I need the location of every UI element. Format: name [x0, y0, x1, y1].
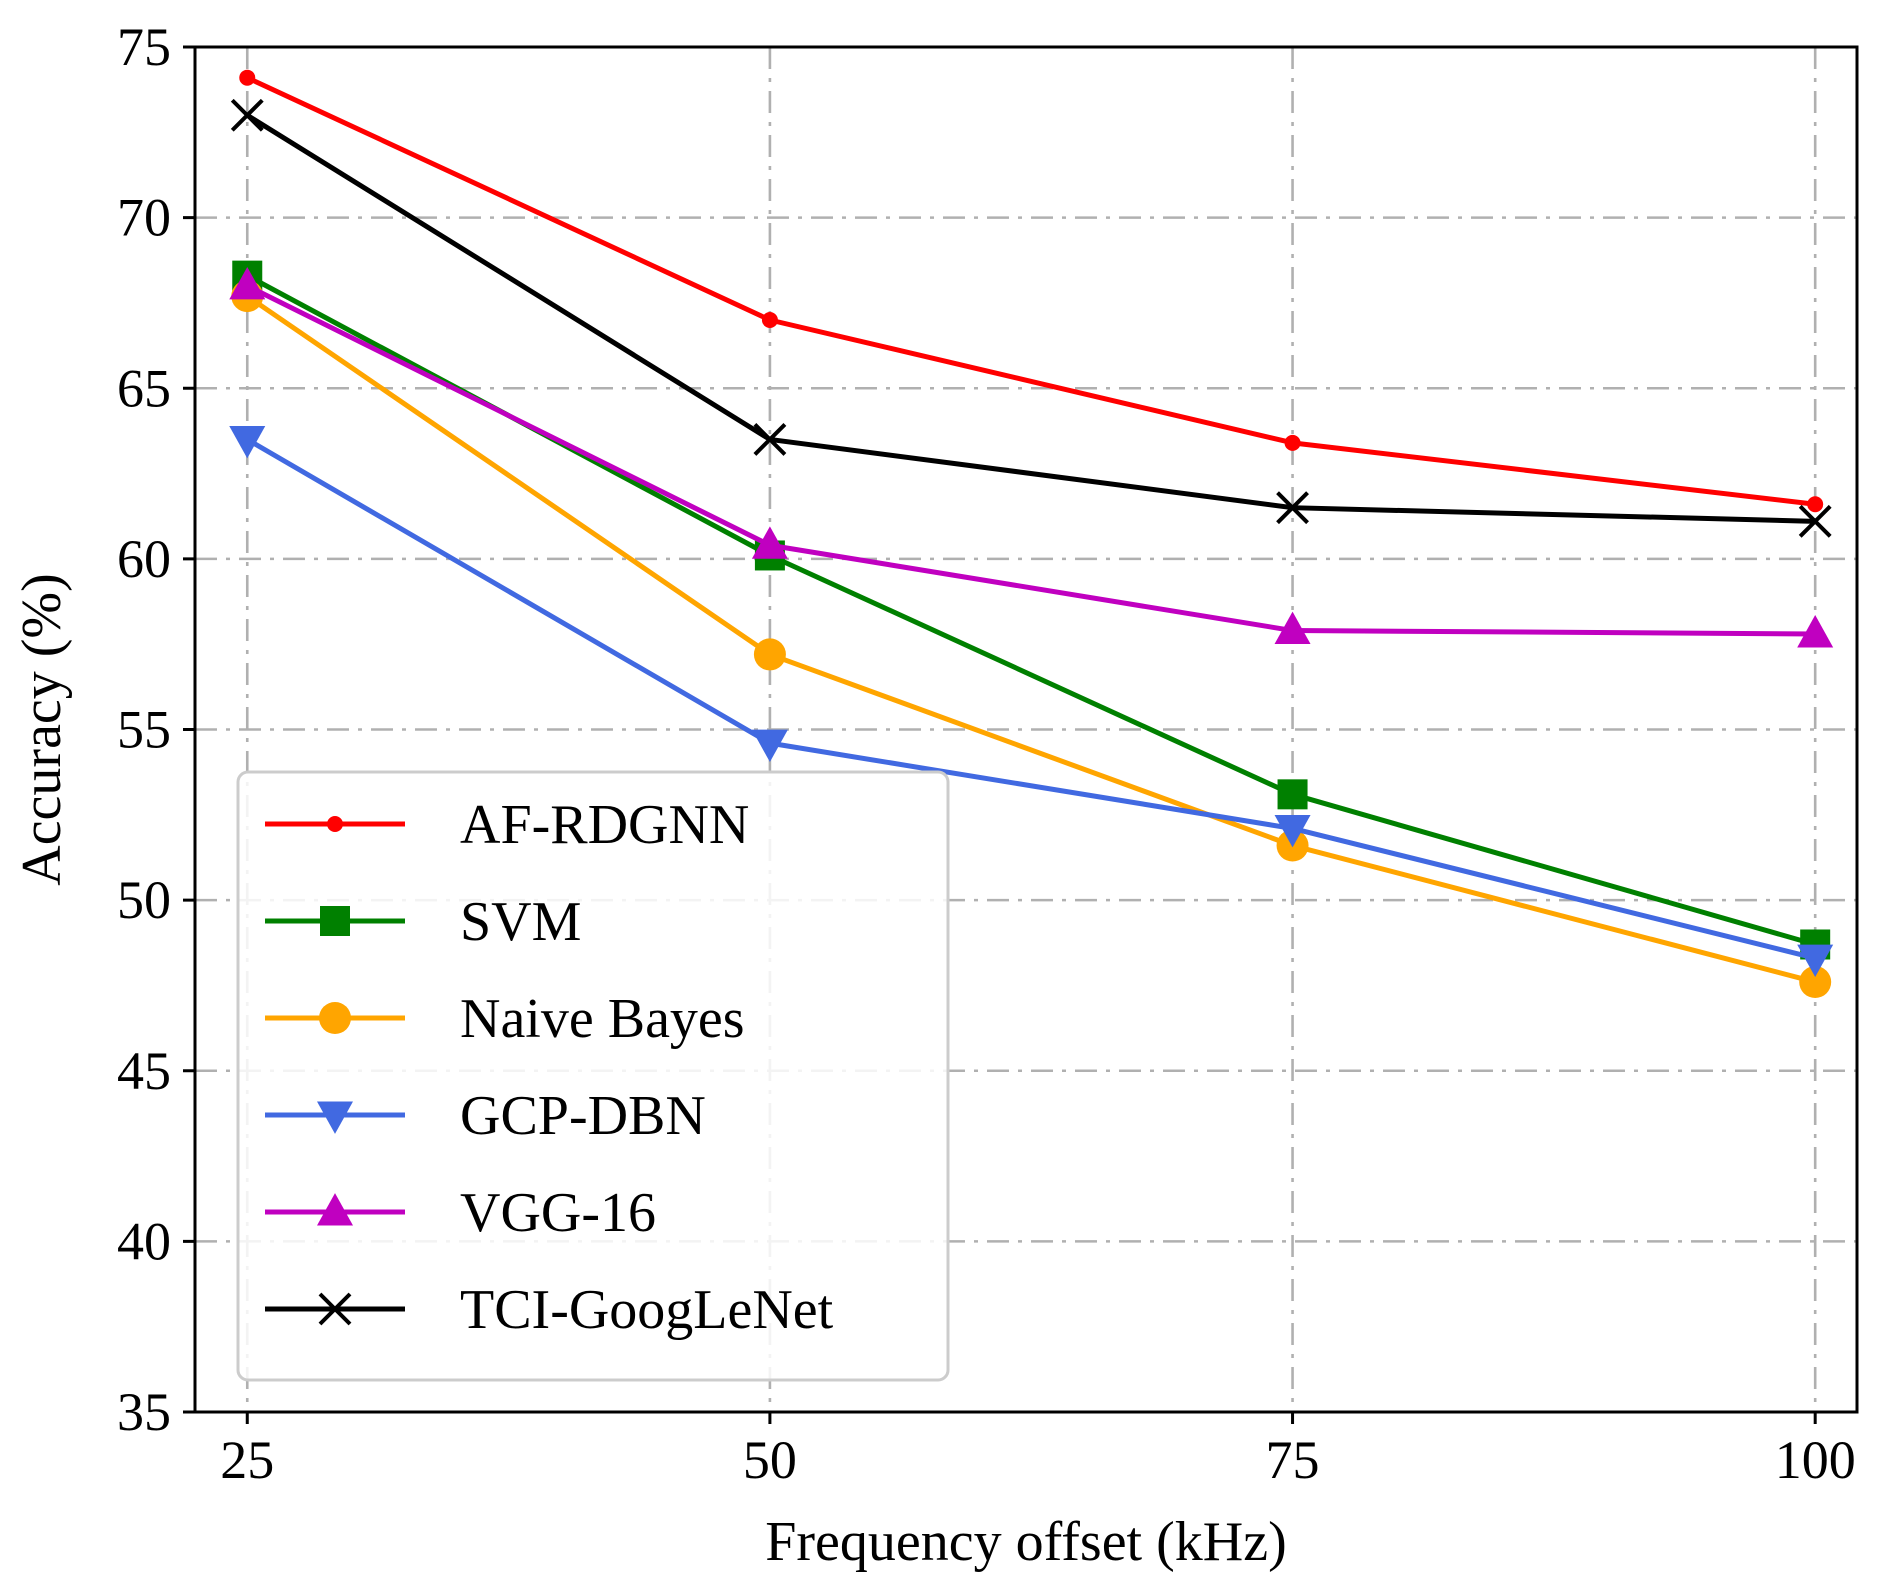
legend-label: Naive Bayes [460, 988, 745, 1050]
data-point-af-rdgnn [1807, 496, 1824, 513]
data-point-gcp-dbn [751, 729, 788, 763]
legend-label: AF-RDGNN [460, 794, 749, 856]
legend-item-vgg-16: VGG-16 [265, 1182, 656, 1244]
series-vgg-16 [229, 266, 1834, 648]
legend-swatch-marker [320, 906, 350, 936]
series-line-vgg-16 [244, 283, 1818, 637]
y-tick-label: 40 [117, 1211, 171, 1271]
y-tick-label: 55 [117, 700, 171, 760]
y-tick-label: 65 [117, 358, 171, 418]
legend-label: SVM [460, 891, 581, 953]
data-point-gcp-dbn [1797, 944, 1834, 978]
axis-ticks: 25 50 75 100 35 40 45 50 55 60 65 70 75 [117, 17, 1856, 1490]
data-point-vgg-16 [229, 266, 266, 300]
legend-item-tci-googlenet: TCI-GoogLeNet [265, 1279, 834, 1341]
data-point-tci-googlenet [1276, 491, 1309, 525]
data-point-gcp-dbn [1274, 814, 1311, 848]
data-point-tci-googlenet [753, 423, 787, 456]
data-point-naive-bayes [753, 638, 786, 671]
data-point-af-rdgnn [1284, 434, 1301, 451]
y-tick-label: 60 [117, 529, 171, 589]
legend-swatch-marker [327, 816, 343, 832]
y-axis-title: Accuracy (%) [11, 573, 73, 885]
series-line-naive-bayes [244, 293, 1818, 985]
data-point-vgg-16 [1797, 615, 1834, 648]
x-axis-title: Frequency offset (kHz) [765, 1511, 1286, 1573]
legend-item-naive-bayes: Naive Bayes [265, 988, 745, 1050]
y-tick-label: 70 [117, 188, 171, 248]
legend: AF-RDGNN SVM Naive Bayes GCP-DBN VGG-16 TCI-G… [236, 770, 950, 1382]
x-tick-label: 25 [220, 1430, 274, 1490]
legend-label: GCP-DBN [460, 1085, 706, 1147]
series-line-gcp-dbn [244, 436, 1818, 961]
data-point-tci-googlenet [1798, 504, 1832, 538]
series-naive-bayes [231, 280, 1832, 999]
series-tci-googlenet [230, 98, 1832, 538]
data-point-af-rdgnn [239, 69, 256, 86]
y-tick-label: 35 [117, 1382, 171, 1442]
series-line-tci-googlenet [244, 112, 1818, 524]
legend-swatch-marker [317, 1193, 353, 1226]
legend-item-gcp-dbn: GCP-DBN [265, 1085, 706, 1147]
y-tick-label: 50 [117, 870, 171, 930]
legend-box [236, 770, 950, 1382]
data-point-af-rdgnn [761, 312, 778, 328]
legend-item-svm: SVM [265, 891, 581, 953]
data-point-gcp-dbn [229, 425, 266, 459]
legend-item-af-rdgnn: AF-RDGNN [265, 794, 749, 856]
y-tick-label: 75 [117, 17, 171, 77]
x-tick-label: 75 [1266, 1430, 1320, 1490]
x-tick-label: 50 [743, 1430, 797, 1490]
data-point-naive-bayes [1799, 966, 1832, 999]
x-tick-label: 100 [1775, 1430, 1856, 1490]
legend-label: VGG-16 [460, 1182, 656, 1244]
legend-swatch-marker [318, 1292, 352, 1326]
series-af-rdgnn [239, 69, 1824, 513]
series-line-af-rdgnn [244, 75, 1818, 507]
legend-swatch-marker [317, 1101, 353, 1134]
series-lines [229, 69, 1834, 999]
data-point-svm [1277, 779, 1308, 810]
legend-label: TCI-GoogLeNet [460, 1279, 834, 1341]
y-tick-label: 45 [117, 1041, 171, 1101]
data-point-vgg-16 [751, 526, 788, 559]
data-point-vgg-16 [1274, 611, 1311, 645]
data-point-tci-googlenet [230, 98, 264, 132]
series-gcp-dbn [229, 425, 1834, 978]
legend-swatch-marker [319, 1002, 351, 1034]
